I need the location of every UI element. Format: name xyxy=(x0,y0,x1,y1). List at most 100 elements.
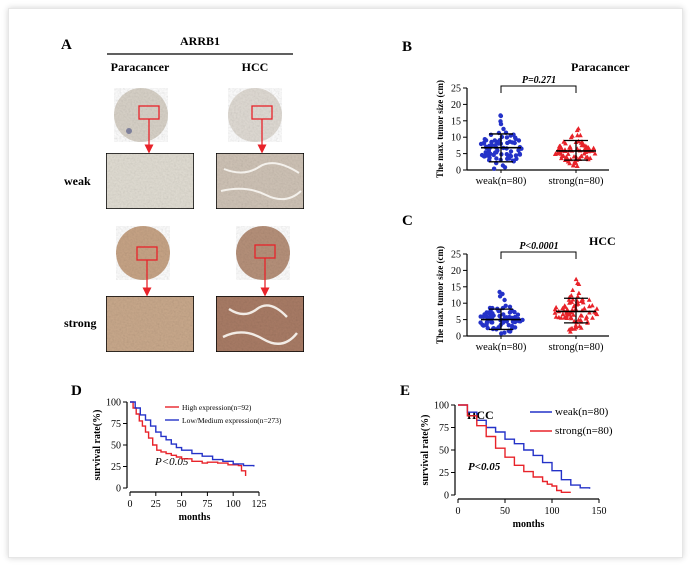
x-tick-label: 50 xyxy=(177,499,187,510)
x-tick-label: 75 xyxy=(202,499,212,510)
tma-core-weak-paracancer xyxy=(114,88,168,142)
data-point xyxy=(587,303,592,309)
data-point xyxy=(498,113,504,119)
col-label-paracancer: Paracancer xyxy=(111,60,170,74)
y-tick-label: 50 xyxy=(439,446,449,457)
data-point xyxy=(576,126,581,131)
data-point xyxy=(552,310,558,315)
data-point xyxy=(502,330,507,335)
data-point xyxy=(594,311,600,317)
figure-canvas: A ARRB1 Paracancer HCC weak strong B P xyxy=(61,34,630,530)
data-point xyxy=(578,298,584,303)
data-point xyxy=(567,160,573,166)
row-label-strong: strong xyxy=(64,316,96,330)
significance-bracket xyxy=(500,251,577,259)
data-point xyxy=(508,149,514,154)
y-tick-label: 0 xyxy=(456,332,461,343)
data-point xyxy=(497,289,502,295)
y-tick-label: 25 xyxy=(439,468,449,479)
data-point xyxy=(575,294,581,299)
data-point xyxy=(504,135,510,140)
data-point xyxy=(561,139,567,144)
data-point xyxy=(485,153,490,158)
figure-frame: A ARRB1 Paracancer HCC weak strong B P xyxy=(8,8,683,558)
y-tick-label: 0 xyxy=(456,166,461,177)
row-label-weak: weak xyxy=(64,174,91,188)
x-tick-label: 0 xyxy=(456,506,461,517)
data-point xyxy=(576,290,582,295)
data-point xyxy=(486,148,491,153)
p-value-label: P<0.0001 xyxy=(519,241,558,252)
p-value-label: P<0.05 xyxy=(154,456,189,468)
data-point xyxy=(573,160,579,165)
y-axis-label: The max. tumor size (cm) xyxy=(435,80,445,178)
data-point xyxy=(560,311,566,317)
y-tick-label: 15 xyxy=(451,282,461,293)
significance-bracket xyxy=(500,85,577,93)
data-point xyxy=(586,145,591,150)
data-point xyxy=(568,134,574,140)
panel-b-letter: B xyxy=(402,39,412,55)
data-point xyxy=(507,310,513,315)
y-tick-label: 5 xyxy=(456,315,461,326)
y-tick-label: 25 xyxy=(451,250,461,261)
data-point xyxy=(564,307,570,312)
data-point xyxy=(506,323,511,328)
y-tick-label: 75 xyxy=(111,419,121,430)
data-point xyxy=(491,152,496,158)
data-point xyxy=(552,151,558,156)
x-category-label: weak(n=80) xyxy=(476,176,527,187)
data-point xyxy=(571,303,577,309)
panel-a-letter: A xyxy=(61,37,72,53)
y-tick-label: 0 xyxy=(116,484,121,495)
data-point xyxy=(500,320,506,325)
data-point xyxy=(590,315,595,320)
y-tick-label: 50 xyxy=(111,441,121,452)
data-point xyxy=(564,315,570,320)
panel-a: A ARRB1 Paracancer HCC weak strong xyxy=(61,34,305,353)
x-tick-label: 50 xyxy=(500,506,510,517)
y-tick-label: 20 xyxy=(451,100,461,111)
p-value-label: P=0.271 xyxy=(522,75,556,86)
data-point xyxy=(481,141,487,146)
y-tick-label: 75 xyxy=(439,423,449,434)
legend-label: strong(n=80) xyxy=(555,425,613,437)
y-tick-label: 10 xyxy=(451,133,461,144)
data-point xyxy=(506,154,511,160)
legend-label: weak(n=80) xyxy=(555,406,609,418)
micrograph-strong-paracancer xyxy=(105,295,195,353)
data-point xyxy=(520,317,525,323)
data-point xyxy=(559,153,565,158)
data-point xyxy=(580,142,586,147)
tma-core-strong-hcc xyxy=(236,226,290,280)
data-point xyxy=(578,132,583,138)
data-point xyxy=(574,163,580,168)
data-point xyxy=(507,139,513,144)
data-point xyxy=(575,280,580,285)
survival-curve xyxy=(458,404,591,489)
header-arrb1: ARRB1 xyxy=(180,34,220,48)
x-axis-label: months xyxy=(513,519,545,530)
data-point xyxy=(491,166,497,171)
data-point xyxy=(565,151,571,156)
tma-core-weak-hcc xyxy=(228,88,282,142)
y-axis-label: survival rate(%) xyxy=(92,410,103,481)
survival-curve xyxy=(130,401,255,467)
survival-chart-d: 0 25 50 75 100 0 25 50 75 100 125 months survival ra… xyxy=(92,398,282,524)
data-point xyxy=(589,303,595,308)
x-tick-label: 125 xyxy=(252,499,267,510)
data-point xyxy=(480,322,485,327)
panel-c-letter: C xyxy=(402,213,413,229)
data-point xyxy=(578,313,584,318)
col-label-hcc: HCC xyxy=(242,60,269,74)
data-point xyxy=(502,165,508,170)
survival-curve xyxy=(458,404,571,493)
data-point xyxy=(563,304,568,309)
data-point xyxy=(517,152,523,157)
data-point xyxy=(498,121,504,127)
data-point xyxy=(572,326,578,331)
data-point xyxy=(586,297,592,302)
data-point xyxy=(502,297,507,303)
data-point xyxy=(570,287,576,292)
data-point xyxy=(568,329,573,334)
